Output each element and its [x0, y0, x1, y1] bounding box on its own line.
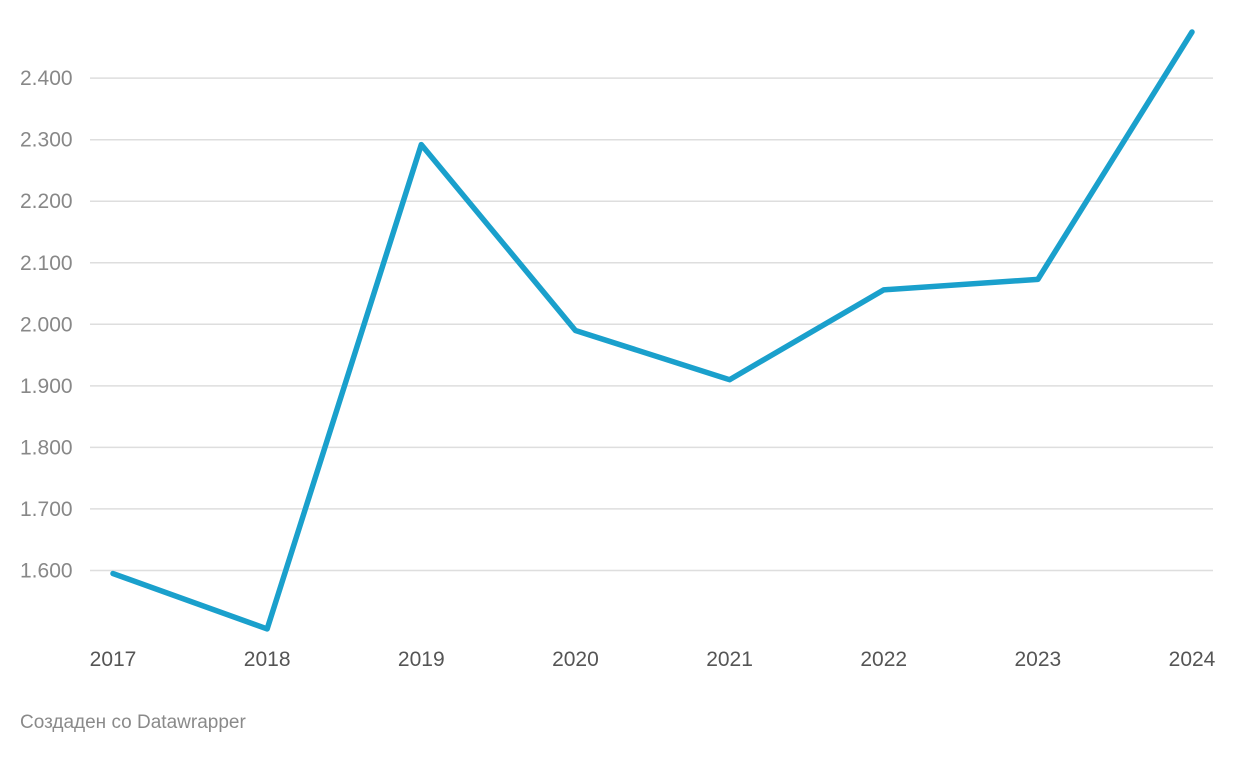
x-tick-label: 2017	[90, 648, 137, 671]
line-chart: 1.600 1.700 1.800 1.900 2.000 2.100 2.200 2.300…	[20, 29, 1216, 671]
credit-text: Создаден со Datawrapper	[20, 712, 246, 733]
y-axis-ticks: 1.600 1.700 1.800 1.900 2.000 2.100 2.200 2.300…	[20, 67, 73, 582]
x-tick-label: 2018	[244, 648, 291, 671]
x-tick-label: 2022	[860, 648, 907, 671]
y-tick-label: 2.300	[20, 129, 73, 152]
y-tick-label: 1.900	[20, 375, 73, 398]
y-tick-label: 2.400	[20, 67, 73, 90]
x-axis-ticks: 2017 2018 2019 2020 2021 2022 2023 2024	[90, 648, 1216, 671]
gridlines	[90, 77, 1213, 572]
y-tick-label: 1.600	[20, 559, 73, 582]
y-tick-label: 2.200	[20, 190, 73, 213]
y-tick-label: 1.700	[20, 498, 73, 521]
x-tick-label: 2021	[706, 648, 753, 671]
x-tick-label: 2024	[1169, 648, 1216, 671]
series-line	[110, 29, 1195, 632]
y-tick-label: 2.000	[20, 313, 73, 336]
x-tick-label: 2023	[1014, 648, 1061, 671]
x-tick-label: 2020	[552, 648, 599, 671]
x-tick-label: 2019	[398, 648, 445, 671]
series-group	[110, 29, 1195, 632]
y-tick-label: 1.800	[20, 436, 73, 459]
y-tick-label: 2.100	[20, 252, 73, 275]
